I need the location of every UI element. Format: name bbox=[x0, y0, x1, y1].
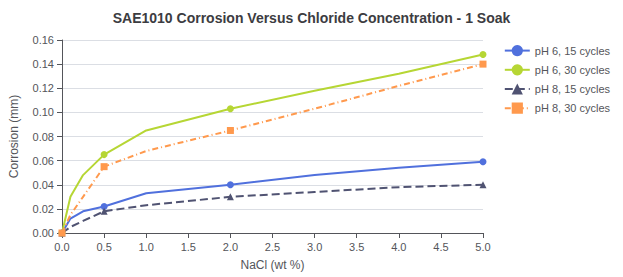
svg-text:0.12: 0.12 bbox=[33, 82, 54, 94]
svg-text:0.16: 0.16 bbox=[33, 34, 54, 46]
svg-text:0.08: 0.08 bbox=[33, 131, 54, 143]
svg-text:NaCl (wt %): NaCl (wt %) bbox=[240, 258, 304, 272]
svg-text:0.06: 0.06 bbox=[33, 155, 54, 167]
svg-text:1.5: 1.5 bbox=[181, 241, 196, 253]
svg-text:0.0: 0.0 bbox=[54, 241, 69, 253]
svg-text:3.5: 3.5 bbox=[349, 241, 364, 253]
svg-text:SAE1010 Corrosion Versus Chlor: SAE1010 Corrosion Versus Chloride Concen… bbox=[113, 10, 511, 26]
svg-text:4.0: 4.0 bbox=[391, 241, 406, 253]
svg-text:pH 8, 15 cycles: pH 8, 15 cycles bbox=[535, 83, 611, 95]
svg-text:0.5: 0.5 bbox=[96, 241, 111, 253]
svg-text:4.5: 4.5 bbox=[433, 241, 448, 253]
svg-text:3.0: 3.0 bbox=[307, 241, 322, 253]
svg-text:2.0: 2.0 bbox=[223, 241, 238, 253]
svg-text:0.04: 0.04 bbox=[33, 179, 54, 191]
svg-text:1.0: 1.0 bbox=[139, 241, 154, 253]
svg-text:pH 6, 30 cycles: pH 6, 30 cycles bbox=[535, 64, 611, 76]
svg-text:0.02: 0.02 bbox=[33, 203, 54, 215]
svg-text:0.10: 0.10 bbox=[33, 106, 54, 118]
svg-text:0.00: 0.00 bbox=[33, 227, 54, 239]
svg-text:5.0: 5.0 bbox=[475, 241, 490, 253]
svg-text:pH 6, 15 cycles: pH 6, 15 cycles bbox=[535, 45, 611, 57]
svg-text:2.5: 2.5 bbox=[265, 241, 280, 253]
svg-text:pH 8, 30 cycles: pH 8, 30 cycles bbox=[535, 102, 611, 114]
svg-text:0.14: 0.14 bbox=[33, 58, 54, 70]
svg-text:Corrosion (mm): Corrosion (mm) bbox=[7, 95, 21, 178]
